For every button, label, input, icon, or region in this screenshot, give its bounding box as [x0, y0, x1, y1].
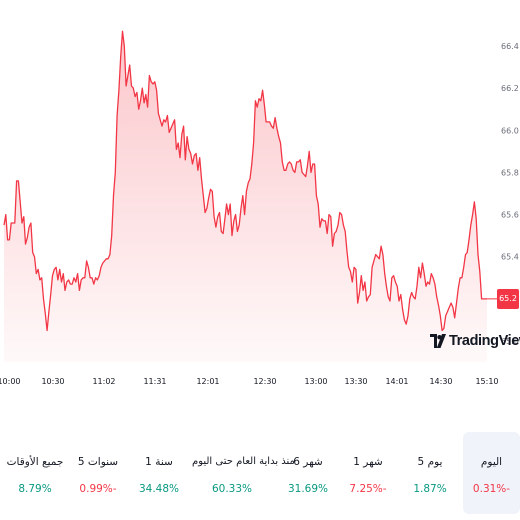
price-chart[interactable]: 65.0 65.2 65.4 65.6 65.8 66.0 66.2 66.4 10:00 10…	[0, 0, 520, 400]
period-label: 5 سنوات	[77, 456, 119, 468]
x-tick-label: 10:30	[41, 377, 64, 386]
tradingview-logo-icon	[430, 334, 446, 348]
period-label: 6 شهر	[293, 456, 323, 468]
y-tick-label: 65.6	[501, 211, 519, 220]
x-tick-label: 11:02	[92, 377, 115, 386]
x-tick-label: 11:31	[143, 377, 166, 386]
period-tab-1-year[interactable]: 1 سنة 34.48%	[134, 432, 184, 514]
period-tab-1-month[interactable]: 1 شهر 7.25%-	[342, 432, 394, 514]
period-label: 1 سنة	[145, 456, 173, 468]
period-label: 5 يوم	[417, 456, 443, 468]
period-label: اليوم	[480, 456, 503, 468]
period-label: منذ بداية العام حتى اليوم	[192, 456, 295, 467]
period-tab-5-years[interactable]: 5 سنوات 0.99%-	[70, 432, 126, 514]
period-label: جميع الأوقات	[6, 456, 64, 468]
x-tick-label: 13:30	[344, 377, 367, 386]
x-tick-label: 14:30	[429, 377, 452, 386]
y-tick-label: 65.8	[501, 168, 519, 177]
y-tick-label: 66.4	[501, 42, 519, 51]
chart-svg[interactable]: 65.0 65.2 65.4 65.6 65.8 66.0 66.2 66.4 10:00 10…	[0, 0, 520, 400]
period-change: 0.31%-	[472, 483, 511, 495]
last-price-label: 65.2	[497, 289, 519, 309]
period-label: 1 شهر	[353, 456, 383, 468]
period-change: 60.33%	[211, 483, 253, 495]
price-line	[3, 30, 487, 332]
x-tick-label: 12:01	[196, 377, 219, 386]
tradingview-logo-text: TradingView	[449, 333, 520, 349]
performance-periods: اليوم 0.31%- 5 يوم 1.87% 1 شهر 7.25%- 6 …	[0, 432, 520, 514]
period-change: 1.87%	[413, 483, 447, 495]
period-tab-all-time[interactable]: جميع الأوقات 8.79%	[4, 432, 66, 514]
period-tab-6-months[interactable]: 6 شهر 31.69%	[282, 432, 334, 514]
period-tab-ytd[interactable]: منذ بداية العام حتى اليوم 60.33%	[192, 432, 295, 514]
period-change: 8.79%	[18, 483, 52, 495]
y-tick-label: 65.0	[501, 337, 519, 346]
period-change: 7.25%-	[349, 483, 387, 495]
y-tick-label: 66.2	[501, 84, 519, 93]
period-tab-5-days[interactable]: 5 يوم 1.87%	[405, 432, 455, 514]
x-tick-label: 15:10	[475, 377, 498, 386]
y-tick-label: 65.4	[501, 253, 519, 262]
x-tick-label: 14:01	[385, 377, 408, 386]
price-area-fill	[4, 31, 487, 363]
x-tick-label: 12:30	[253, 377, 276, 386]
x-tick-label: 10:00	[0, 377, 21, 386]
period-tab-today[interactable]: اليوم 0.31%-	[463, 432, 520, 514]
period-change: 31.69%	[287, 483, 329, 495]
period-change: 34.48%	[138, 483, 180, 495]
x-tick-label: 13:00	[304, 377, 327, 386]
y-tick-label: 66.0	[501, 126, 519, 135]
tradingview-logo[interactable]: TradingView	[430, 330, 520, 352]
period-change: 0.99%-	[79, 483, 117, 495]
